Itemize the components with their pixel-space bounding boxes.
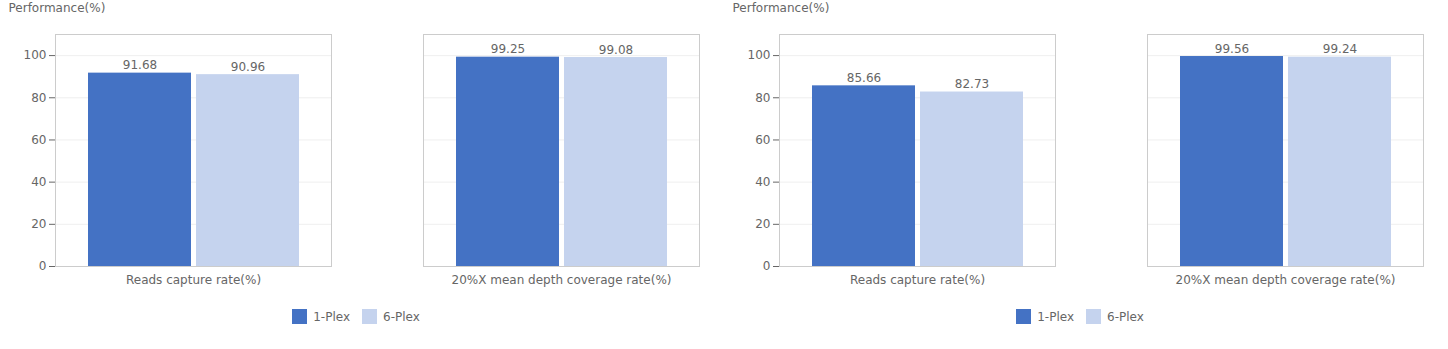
svg-text:60: 60 xyxy=(31,133,46,147)
svg-text:90.96: 90.96 xyxy=(231,60,265,74)
svg-text:40: 40 xyxy=(755,175,770,189)
svg-text:100: 100 xyxy=(24,48,47,62)
svg-text:20: 20 xyxy=(31,217,46,231)
html-text:6-Plex: 6-Plex xyxy=(383,309,420,324)
svg-text:40: 40 xyxy=(31,175,46,189)
svg-text:20%X mean depth coverage rate(: 20%X mean depth coverage rate(%) xyxy=(452,273,672,287)
svg-text:0: 0 xyxy=(763,259,771,273)
svg-text:Performance(%): Performance(%) xyxy=(9,1,106,15)
svg-text:Reads capture rate(%): Reads capture rate(%) xyxy=(850,273,985,287)
svg-text:99.25: 99.25 xyxy=(491,42,525,56)
svg-text:80: 80 xyxy=(755,91,770,105)
svg-text:0: 0 xyxy=(39,259,47,273)
svg-text:100: 100 xyxy=(748,48,771,62)
html-text:6-Plex: 6-Plex xyxy=(1107,309,1144,324)
html-text:1-Plex: 1-Plex xyxy=(313,309,350,324)
html-text:1-Plex: 1-Plex xyxy=(1037,309,1074,324)
svg-text:91.68: 91.68 xyxy=(123,58,157,72)
svg-text:80: 80 xyxy=(31,91,46,105)
svg-text:Performance(%): Performance(%) xyxy=(733,1,830,15)
svg-text:20: 20 xyxy=(755,217,770,231)
svg-text:99.24: 99.24 xyxy=(1323,42,1357,56)
svg-text:Reads capture rate(%): Reads capture rate(%) xyxy=(126,273,261,287)
svg-text:20%X mean depth coverage rate(: 20%X mean depth coverage rate(%) xyxy=(1176,273,1396,287)
svg-text:82.73: 82.73 xyxy=(955,77,989,91)
svg-text:60: 60 xyxy=(755,133,770,147)
svg-text:99.56: 99.56 xyxy=(1215,42,1249,56)
svg-text:99.08: 99.08 xyxy=(599,43,633,57)
svg-text:85.66: 85.66 xyxy=(847,71,881,85)
